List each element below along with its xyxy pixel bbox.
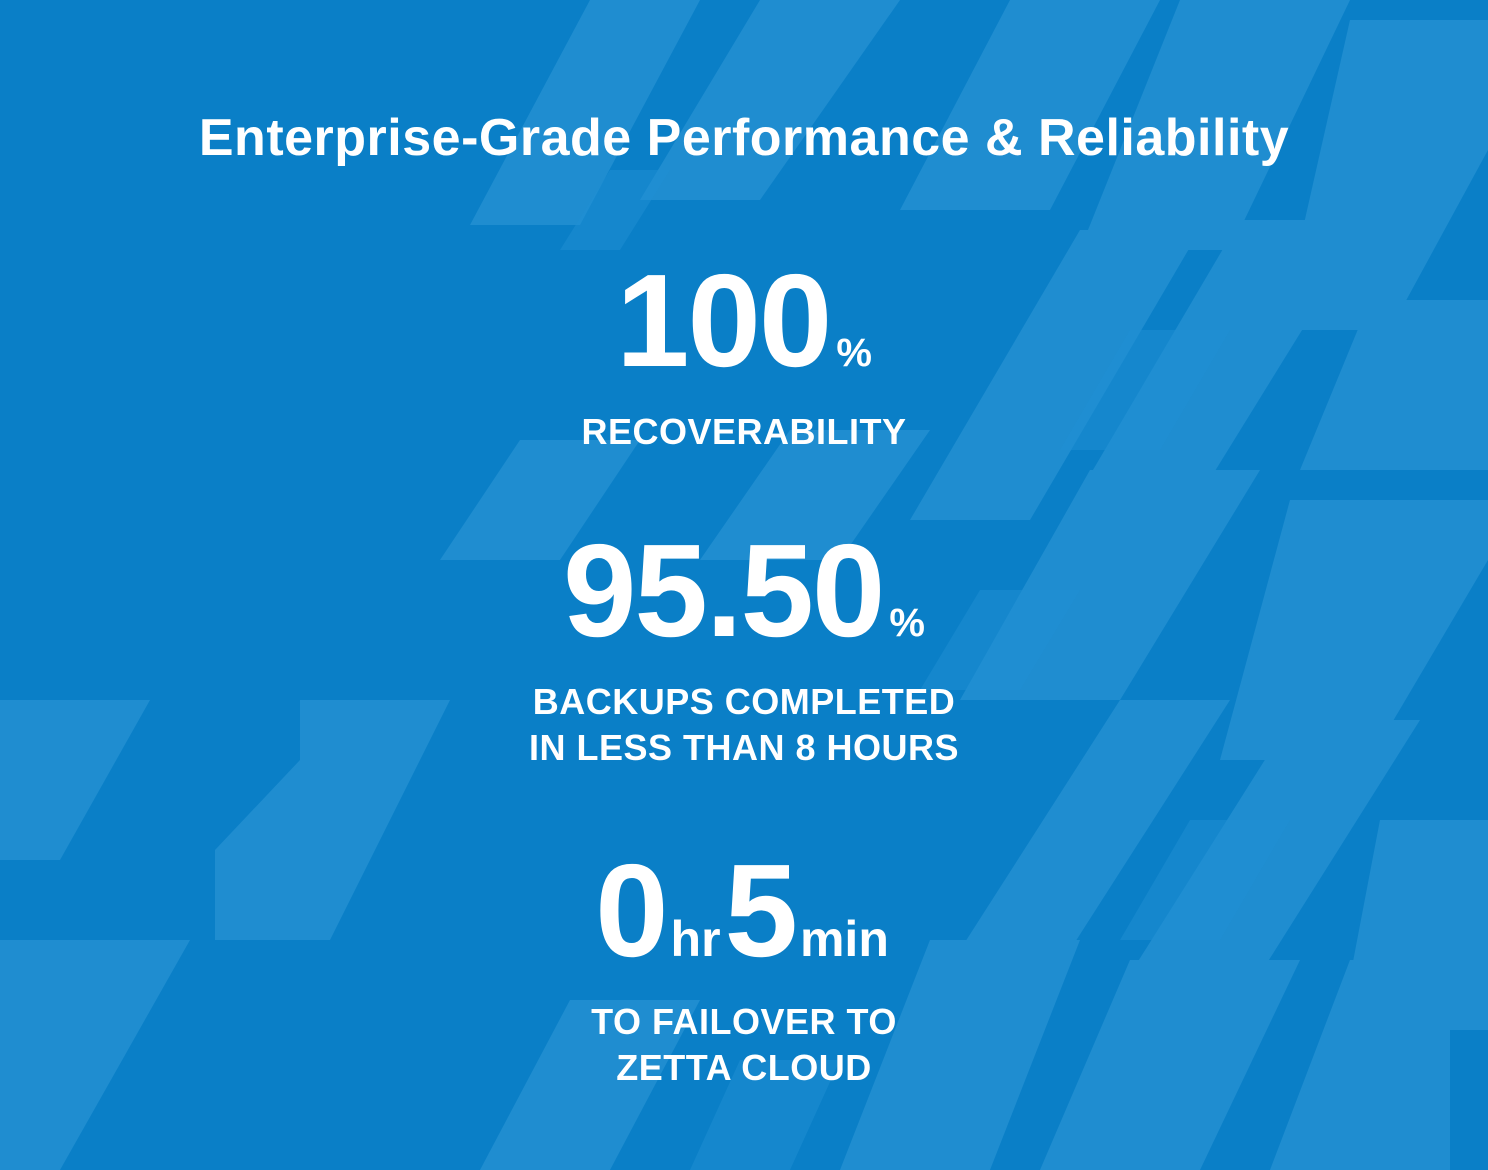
stat-hours-unit: hr xyxy=(670,911,721,967)
stat-minutes-value: 5 xyxy=(724,837,798,984)
stat-value: 100 xyxy=(616,247,832,394)
stat-unit: % xyxy=(889,601,925,645)
stat-value-line: 95.50% xyxy=(0,525,1488,657)
stat-value-line: 100% xyxy=(0,255,1488,387)
stat-minutes-unit: min xyxy=(799,911,889,967)
stat-value: 95.50 xyxy=(563,517,885,664)
stat-recoverability: 100% RECOVERABILITY xyxy=(0,255,1488,455)
stat-unit: % xyxy=(836,331,872,375)
stat-hours-value: 0 xyxy=(595,837,668,984)
stat-label: RECOVERABILITY xyxy=(581,411,907,452)
stat-label: TO FAILOVER TO ZETTA CLOUD xyxy=(591,1001,897,1088)
stat-backups-completed: 95.50% BACKUPS COMPLETED IN LESS THAN 8 … xyxy=(0,525,1488,771)
stat-label: BACKUPS COMPLETED IN LESS THAN 8 HOURS xyxy=(528,681,960,768)
page-title: Enterprise-Grade Performance & Reliabili… xyxy=(198,109,1290,167)
stat-value-line: 0hr5min xyxy=(0,845,1488,977)
stat-failover-time: 0hr5min TO FAILOVER TO ZETTA CLOUD xyxy=(0,845,1488,1091)
